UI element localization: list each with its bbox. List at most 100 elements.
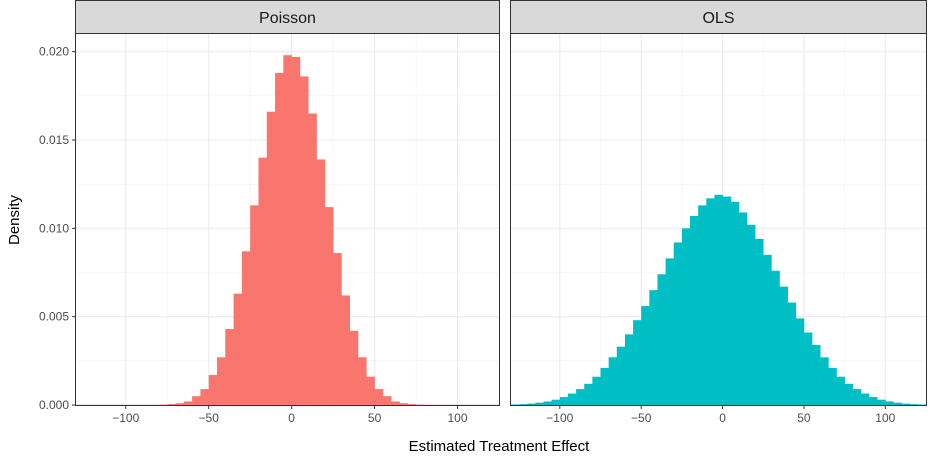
histogram-bar (877, 399, 886, 405)
histogram-bar (844, 383, 854, 405)
x-tick-label: 100 (875, 411, 895, 425)
histogram-bar (158, 404, 168, 406)
strip-background-ols (510, 0, 927, 34)
histogram-bar (763, 254, 772, 405)
histogram-bar (812, 344, 821, 405)
histogram-bar (706, 198, 715, 405)
histogram-bar (374, 389, 384, 405)
histogram-bar (624, 334, 634, 405)
histogram-bar (519, 404, 528, 405)
histogram-bar (836, 376, 845, 405)
histogram-bar (250, 205, 259, 405)
histogram-bar (917, 404, 927, 406)
y-tick-label: 0.010 (39, 221, 69, 235)
panel-border-ols (510, 33, 927, 406)
x-tick-label: 0 (719, 411, 726, 425)
facet-ols: OLS −100 −50 0 50 100 (510, 0, 927, 425)
histogram-bar (657, 274, 666, 405)
histogram-bar (795, 318, 805, 405)
histogram-bar (366, 376, 375, 405)
histogram-bar (316, 159, 326, 405)
histogram-bar (183, 401, 193, 405)
histogram-bar (779, 286, 788, 405)
panel-border-poisson (75, 33, 500, 406)
histogram-bar (333, 253, 342, 405)
histogram-bar (665, 258, 675, 405)
x-axis-ols: −100 −50 0 50 100 (546, 405, 896, 425)
histogram-bar (217, 357, 226, 405)
x-tick-label: −100 (112, 411, 139, 425)
y-axis: 0.000 0.005 0.010 0.015 0.020 (39, 45, 76, 412)
histogram-bar (698, 205, 707, 405)
histogram-bar (324, 207, 334, 405)
histogram-bar (308, 113, 317, 405)
histogram-bar (258, 157, 268, 405)
histogram-bar (167, 404, 176, 405)
facet-poisson: Poisson −100 −50 0 50 100 (75, 0, 500, 425)
x-tick-label: 100 (448, 411, 468, 425)
histogram-bar (241, 251, 251, 405)
histogram-bar (885, 401, 894, 405)
histogram-bar (673, 242, 683, 405)
histogram-bar (714, 194, 723, 405)
x-tick-label: −50 (199, 411, 220, 425)
histogram-bar (551, 399, 561, 405)
histogram-bar (535, 402, 544, 405)
histogram-bar (391, 401, 400, 405)
histogram-bar (649, 290, 658, 405)
x-tick-label: 50 (797, 411, 811, 425)
x-tick-label: −100 (546, 411, 573, 425)
histogram-bar (787, 302, 797, 405)
histogram-bar (416, 404, 425, 406)
histogram-bar (828, 367, 837, 405)
histogram-bar (633, 320, 642, 405)
y-tick-label: 0.015 (39, 133, 69, 147)
strip-title-ols: OLS (702, 10, 734, 27)
histogram-bar (600, 367, 609, 405)
histogram-bar (543, 401, 552, 405)
histogram-bar (608, 357, 618, 405)
histogram-bar (592, 376, 601, 405)
histogram-bar (771, 270, 780, 405)
histogram-bar (746, 224, 756, 405)
histogram-bar (341, 295, 351, 405)
strip-title-poisson: Poisson (259, 10, 316, 27)
histogram-bar (567, 393, 577, 405)
strip-background-poisson (75, 0, 500, 34)
y-tick-label: 0.000 (39, 398, 69, 412)
histogram-bar (755, 238, 764, 405)
bars-poisson (76, 55, 500, 406)
x-tick-label: 50 (368, 411, 382, 425)
histogram-bar (208, 374, 218, 405)
histogram-bar (382, 396, 392, 405)
histogram-bar (738, 212, 748, 405)
histogram-bar (860, 393, 870, 405)
histogram-bar (893, 402, 902, 405)
y-axis-title: Density (6, 194, 23, 245)
histogram-bar (852, 389, 862, 405)
histogram-bar (803, 332, 813, 405)
x-axis-title: Estimated Treatment Effect (409, 438, 590, 455)
histogram-bar (349, 330, 359, 405)
histogram-bar (901, 403, 911, 405)
histogram-bar (584, 383, 593, 405)
x-axis-poisson: −100 −50 0 50 100 (112, 405, 468, 425)
y-tick-label: 0.005 (39, 310, 69, 324)
histogram-bar (576, 389, 585, 405)
histogram-bar (730, 201, 740, 405)
histogram-bar (690, 215, 699, 405)
histogram-bar (299, 76, 309, 406)
gridlines-ols (511, 34, 926, 406)
x-tick-label: 0 (288, 411, 295, 425)
x-tick-label: −50 (631, 411, 652, 425)
y-tick-label: 0.020 (39, 45, 69, 59)
histogram-bar (275, 72, 284, 405)
histogram-bar (283, 55, 292, 405)
histogram-bar (358, 357, 367, 405)
histogram-bar (909, 404, 919, 405)
histogram-bar (511, 404, 520, 406)
histogram-bar (869, 397, 878, 405)
histogram-bar (225, 329, 234, 405)
bars-ols (511, 194, 927, 406)
